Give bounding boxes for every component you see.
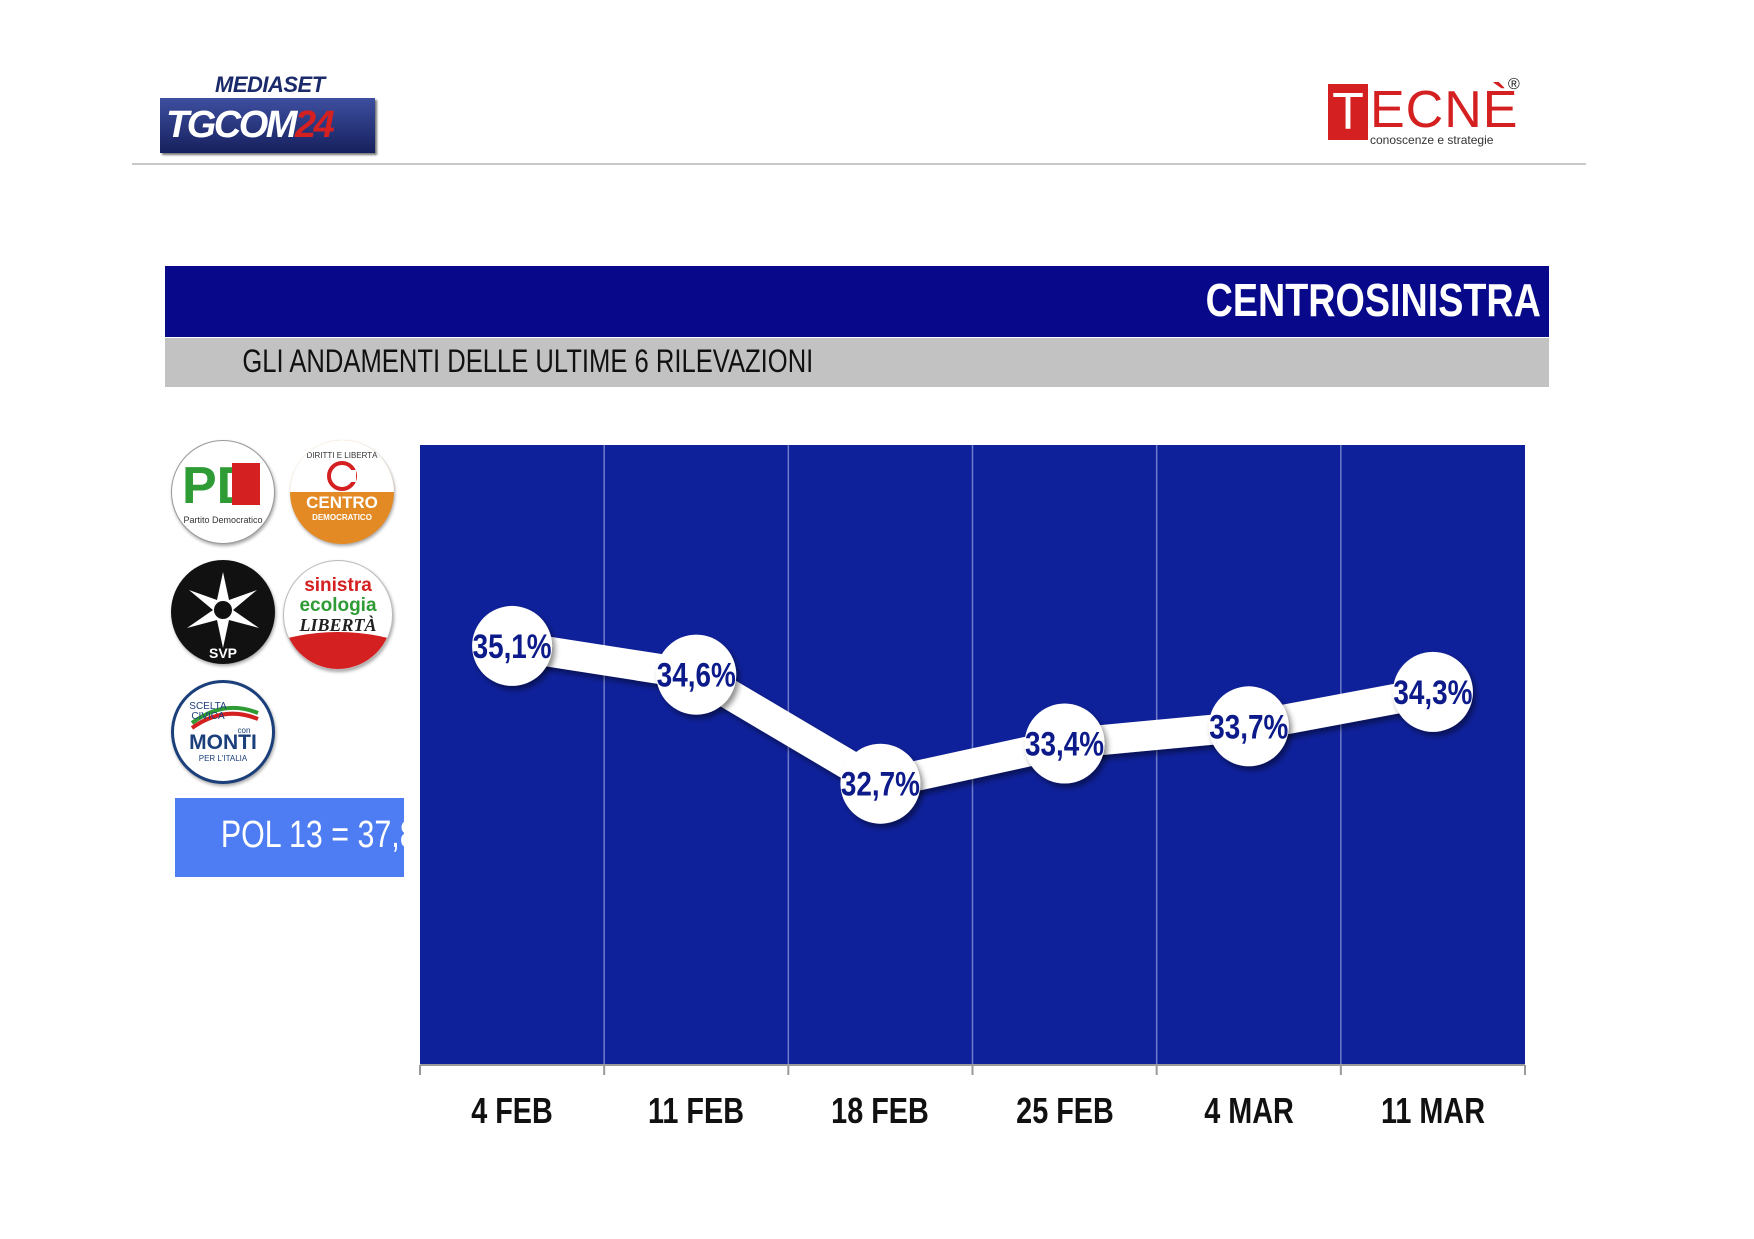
data-label: 32,7% xyxy=(841,765,920,803)
mediaset-label: MEDIASET xyxy=(215,72,325,97)
tecne-logo: T ECNÈ ® conoscenze e strategie xyxy=(1328,76,1538,150)
x-tick-label: 11 MAR xyxy=(1380,1090,1485,1131)
sc-logo-con: con xyxy=(238,726,251,735)
tgcom-24: 24 xyxy=(294,104,335,146)
data-point-marker xyxy=(472,605,553,686)
x-tick-label: 11 FEB xyxy=(648,1090,745,1131)
svp-logo-text: SVP xyxy=(209,645,237,661)
tgcom24-badge: TGCOM24 xyxy=(160,98,375,153)
sel-logo-line1: sinistra xyxy=(304,575,372,596)
x-tick-label: 4 MAR xyxy=(1203,1090,1294,1131)
sel-logo-line3: LIBERTÀ xyxy=(298,614,376,635)
cd-logo-main-text: CENTRO xyxy=(306,493,378,512)
scelta-civica-logo-icon: SCELTA CIVICA con MONTI PER L'ITALIA xyxy=(171,680,275,784)
tgcom-tg: TG xyxy=(166,104,216,146)
tgcom24-logo: MEDIASET TGCOM24 xyxy=(160,72,375,154)
pol-13-box: POL 13 = 37,8% xyxy=(175,798,444,877)
data-label: 33,4% xyxy=(1025,725,1104,763)
data-point-marker xyxy=(1208,686,1289,767)
title-bar: CENTROSINISTRA xyxy=(165,266,1549,337)
sc-logo-main: MONTI xyxy=(189,731,257,754)
page-subtitle: GLI ANDAMENTI DELLE ULTIME 6 RILEVAZIONI xyxy=(242,343,814,379)
pd-logo-icon: PD Partito Democratico xyxy=(171,440,275,544)
data-label: 35,1% xyxy=(473,627,552,665)
tgcom24-label: TGCOM24 xyxy=(166,104,335,147)
x-tick-label: 25 FEB xyxy=(1015,1090,1114,1131)
data-label: 34,3% xyxy=(1393,673,1472,711)
data-point-marker xyxy=(1392,651,1473,732)
sc-logo-line2: CIVICA xyxy=(191,711,225,722)
pd-logo-caption: Partito Democratico xyxy=(183,515,262,525)
data-point-marker xyxy=(840,743,921,824)
x-tick-label: 4 FEB xyxy=(471,1090,553,1131)
data-point-marker xyxy=(656,634,737,715)
sc-logo-sub: PER L'ITALIA xyxy=(199,754,248,763)
header-divider xyxy=(132,163,1586,165)
page-title: CENTROSINISTRA xyxy=(1205,274,1541,326)
sel-logo-line2: ecologia xyxy=(299,595,377,616)
data-label: 34,6% xyxy=(657,656,736,694)
pol-13-label: POL 13 = 37,8% xyxy=(220,814,444,856)
cd-logo-sub-text: DEMOCRATICO xyxy=(312,513,372,522)
centro-democratico-logo-icon: DIRITTI E LIBERTÀ CENTRO DEMOCRATICO xyxy=(290,440,394,544)
sc-logo-line1: SCELTA xyxy=(189,701,227,712)
tecne-tagline: conoscenze e strategie xyxy=(1370,133,1494,147)
tgcom-com: COM xyxy=(213,104,298,146)
data-label: 33,7% xyxy=(1209,708,1288,746)
tecne-registered-mark: ® xyxy=(1508,76,1520,93)
x-tick-label: 18 FEB xyxy=(831,1090,930,1131)
subtitle-bar: GLI ANDAMENTI DELLE ULTIME 6 RILEVAZIONI xyxy=(165,338,1549,387)
tecne-wordmark: ECNÈ xyxy=(1370,81,1519,139)
svp-logo-icon: SVP xyxy=(171,560,275,664)
sel-logo-icon: sinistra ecologia LIBERTÀ xyxy=(283,560,393,670)
cd-logo-arc-text: DIRITTI E LIBERTÀ xyxy=(307,451,379,460)
tecne-t-block: T xyxy=(1328,84,1368,140)
data-point-marker xyxy=(1024,703,1105,784)
